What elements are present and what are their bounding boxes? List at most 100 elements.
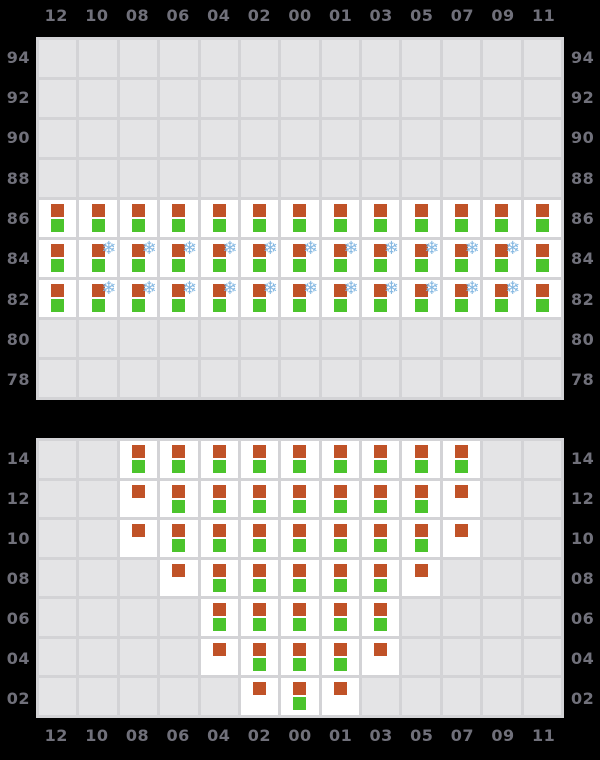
data-cell[interactable] bbox=[362, 480, 400, 518]
grid-cell bbox=[160, 160, 198, 197]
data-cell[interactable]: ❄ bbox=[281, 278, 319, 317]
data-cell[interactable] bbox=[281, 200, 319, 237]
data-cell[interactable] bbox=[119, 520, 158, 557]
data-cell[interactable] bbox=[160, 441, 198, 478]
data-cell[interactable] bbox=[240, 520, 279, 557]
orange-marker-square bbox=[91, 244, 105, 257]
data-cell[interactable]: ❄ bbox=[483, 240, 521, 277]
data-cell[interactable] bbox=[321, 599, 360, 636]
data-cell[interactable]: ❄ bbox=[79, 280, 117, 317]
data-cell[interactable] bbox=[281, 480, 319, 518]
data-cell[interactable] bbox=[200, 559, 238, 597]
data-cell[interactable] bbox=[362, 638, 400, 676]
data-cell[interactable] bbox=[160, 200, 198, 237]
data-cell[interactable]: ❄ bbox=[402, 280, 440, 317]
data-cell[interactable] bbox=[362, 200, 400, 237]
data-cell[interactable]: ❄ bbox=[483, 280, 521, 317]
data-cell[interactable]: ❄ bbox=[402, 240, 440, 277]
grid-cell bbox=[442, 320, 481, 357]
data-cell[interactable] bbox=[442, 441, 481, 478]
data-cell[interactable] bbox=[119, 480, 158, 518]
orange-marker-square bbox=[293, 603, 307, 617]
data-cell[interactable] bbox=[402, 520, 440, 557]
data-cell[interactable] bbox=[39, 200, 77, 237]
data-cell[interactable] bbox=[483, 200, 521, 237]
data-cell[interactable] bbox=[200, 480, 238, 518]
data-cell[interactable] bbox=[39, 280, 77, 317]
data-cell[interactable] bbox=[321, 441, 360, 478]
green-marker-square bbox=[333, 259, 347, 272]
marker-stack bbox=[402, 520, 439, 553]
data-cell[interactable] bbox=[240, 638, 279, 676]
data-cell[interactable] bbox=[119, 441, 158, 478]
data-cell[interactable] bbox=[362, 441, 400, 478]
data-cell[interactable]: ❄ bbox=[119, 280, 158, 317]
data-cell[interactable]: ❄ bbox=[321, 240, 360, 277]
orange-marker-square bbox=[374, 563, 388, 577]
y-axis-label: 06 bbox=[6, 608, 30, 628]
grid-cell bbox=[39, 360, 77, 397]
data-cell[interactable]: ❄ bbox=[160, 240, 198, 277]
data-cell[interactable]: ❄ bbox=[442, 280, 481, 317]
data-cell[interactable] bbox=[281, 599, 319, 636]
data-cell[interactable]: ❄ bbox=[362, 240, 400, 277]
snowflake-icon: ❄ bbox=[303, 278, 319, 299]
data-cell[interactable] bbox=[402, 480, 440, 518]
data-cell[interactable] bbox=[523, 280, 561, 317]
data-cell[interactable]: ❄ bbox=[321, 280, 360, 317]
data-cell[interactable] bbox=[402, 200, 440, 237]
data-cell[interactable] bbox=[321, 480, 360, 518]
data-cell[interactable] bbox=[523, 240, 561, 277]
data-cell[interactable] bbox=[200, 200, 238, 237]
data-cell[interactable] bbox=[160, 559, 198, 597]
data-cell[interactable] bbox=[321, 200, 360, 237]
data-cell[interactable] bbox=[200, 599, 238, 636]
data-cell[interactable] bbox=[39, 240, 77, 277]
data-cell[interactable] bbox=[442, 200, 481, 237]
data-cell[interactable] bbox=[362, 559, 400, 597]
marker-stack bbox=[362, 240, 399, 272]
data-cell[interactable] bbox=[160, 480, 198, 518]
data-cell[interactable] bbox=[119, 200, 158, 237]
data-cell[interactable] bbox=[281, 678, 319, 715]
data-cell[interactable]: ❄ bbox=[442, 240, 481, 277]
data-cell[interactable]: ❄ bbox=[240, 240, 279, 277]
data-cell[interactable] bbox=[240, 678, 279, 715]
data-cell[interactable] bbox=[160, 520, 198, 557]
data-cell[interactable] bbox=[281, 441, 319, 478]
data-cell[interactable]: ❄ bbox=[200, 280, 238, 317]
data-cell[interactable]: ❄ bbox=[281, 240, 319, 277]
data-cell[interactable] bbox=[200, 520, 238, 557]
data-cell[interactable] bbox=[321, 638, 360, 676]
data-cell[interactable] bbox=[402, 441, 440, 478]
orange-marker-square bbox=[455, 445, 469, 458]
data-cell[interactable] bbox=[442, 520, 481, 557]
marker-stack bbox=[120, 280, 157, 312]
data-cell[interactable] bbox=[200, 441, 238, 478]
data-cell[interactable] bbox=[79, 200, 117, 237]
data-cell[interactable]: ❄ bbox=[200, 240, 238, 277]
data-cell[interactable] bbox=[362, 520, 400, 557]
data-cell[interactable] bbox=[442, 480, 481, 518]
data-cell[interactable] bbox=[281, 559, 319, 597]
data-cell[interactable]: ❄ bbox=[119, 240, 158, 277]
data-cell[interactable] bbox=[240, 599, 279, 636]
data-cell[interactable] bbox=[240, 200, 279, 237]
data-cell[interactable]: ❄ bbox=[362, 280, 400, 317]
data-cell[interactable] bbox=[321, 678, 360, 715]
grid-cell bbox=[442, 80, 481, 117]
data-cell[interactable] bbox=[240, 559, 279, 597]
data-cell[interactable] bbox=[240, 480, 279, 518]
data-cell[interactable]: ❄ bbox=[79, 240, 117, 277]
data-cell[interactable]: ❄ bbox=[240, 280, 279, 317]
data-cell[interactable] bbox=[200, 638, 238, 676]
data-cell[interactable] bbox=[362, 599, 400, 636]
data-cell[interactable] bbox=[281, 638, 319, 676]
data-cell[interactable] bbox=[240, 441, 279, 478]
data-cell[interactable] bbox=[321, 520, 360, 557]
data-cell[interactable] bbox=[402, 559, 440, 597]
data-cell[interactable]: ❄ bbox=[160, 280, 198, 317]
data-cell[interactable] bbox=[523, 200, 561, 237]
data-cell[interactable] bbox=[281, 520, 319, 557]
data-cell[interactable] bbox=[321, 559, 360, 597]
